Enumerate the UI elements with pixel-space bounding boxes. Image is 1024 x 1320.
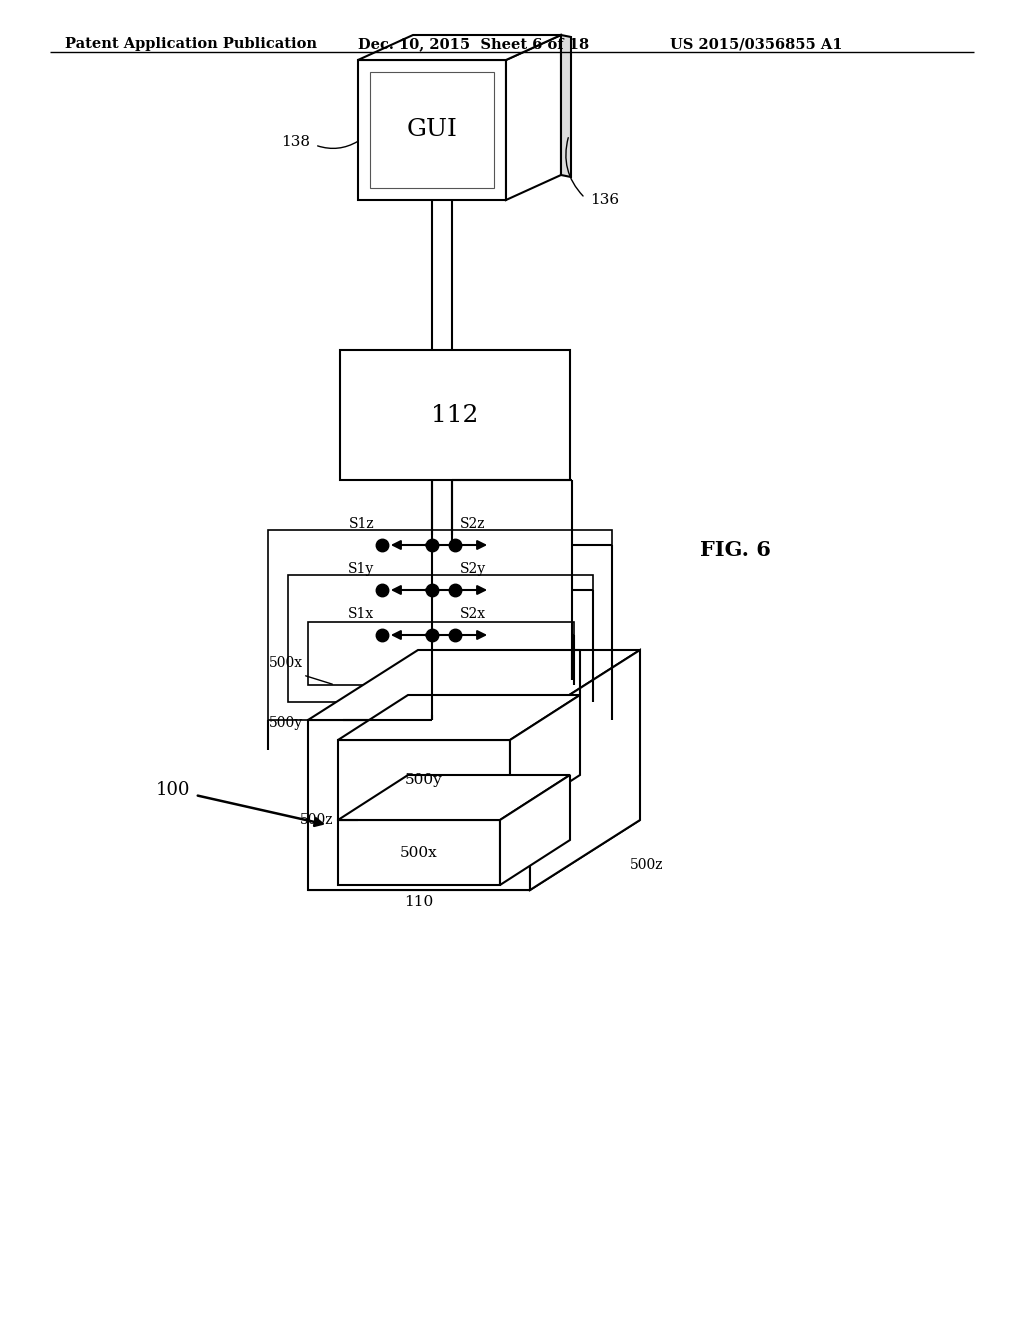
Text: S1y: S1y	[348, 562, 374, 576]
Text: 136: 136	[590, 193, 620, 207]
Text: S2x: S2x	[460, 607, 486, 620]
Text: S2y: S2y	[460, 562, 486, 576]
Text: FIG. 6: FIG. 6	[700, 540, 771, 560]
Text: 138: 138	[281, 135, 310, 149]
Text: 500z: 500z	[630, 858, 664, 873]
Bar	[340, 350, 570, 480]
Bar	[288, 576, 593, 702]
Bar	[338, 820, 500, 884]
Text: 500x: 500x	[269, 656, 303, 671]
Text: GUI: GUI	[407, 119, 458, 141]
Polygon shape	[358, 36, 561, 59]
Polygon shape	[338, 696, 580, 741]
Text: S2z: S2z	[460, 517, 485, 531]
Polygon shape	[500, 775, 570, 884]
Bar	[370, 73, 494, 187]
Bar	[308, 719, 530, 890]
Text: 500z: 500z	[299, 813, 333, 828]
Polygon shape	[308, 649, 640, 719]
Polygon shape	[338, 775, 570, 820]
Text: 500x: 500x	[400, 846, 438, 861]
Polygon shape	[510, 696, 580, 820]
Text: S1z: S1z	[348, 517, 374, 531]
Polygon shape	[506, 36, 561, 201]
Bar	[308, 622, 574, 685]
Polygon shape	[308, 820, 640, 890]
Text: 100: 100	[156, 781, 190, 799]
Text: US 2015/0356855 A1: US 2015/0356855 A1	[670, 37, 843, 51]
Text: 500y: 500y	[269, 715, 303, 730]
Text: 500y: 500y	[406, 774, 442, 787]
Text: 110: 110	[404, 895, 433, 909]
Bar	[358, 59, 506, 201]
Bar	[338, 741, 510, 820]
Polygon shape	[530, 649, 640, 890]
Polygon shape	[561, 36, 571, 177]
Text: Patent Application Publication: Patent Application Publication	[65, 37, 317, 51]
Bar	[268, 531, 612, 719]
Text: S1x: S1x	[348, 607, 374, 620]
Text: 112: 112	[431, 404, 478, 426]
Text: Dec. 10, 2015  Sheet 6 of 18: Dec. 10, 2015 Sheet 6 of 18	[358, 37, 589, 51]
